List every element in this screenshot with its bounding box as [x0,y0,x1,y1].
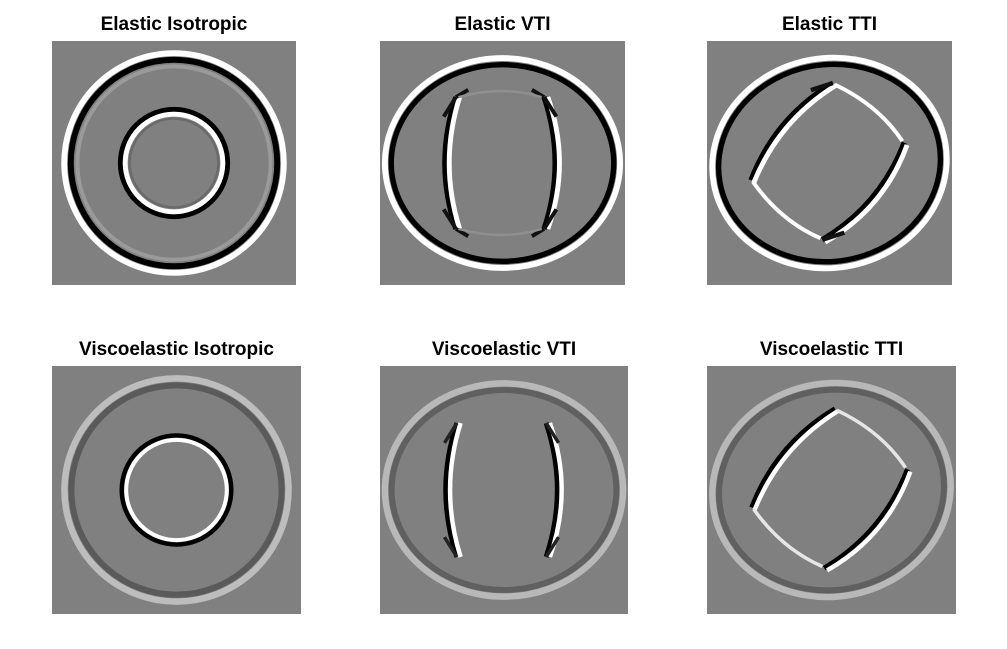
panel-title: Viscoelastic Isotropic [78,339,274,360]
wavefield-image-viscoelastic-tti [707,366,956,614]
wavefield-image-elastic-vti [380,41,625,285]
wavefield-image-elastic-tti [707,41,952,285]
wavefield-image-viscoelastic-vti [380,366,628,614]
panel-title: Viscoelastic TTI [759,339,904,360]
panel-title: Elastic Isotropic [100,14,248,35]
panel-title: Elastic TTI [781,14,878,35]
wavefield-image-viscoelastic-isotropic [52,366,301,614]
panel-title: Elastic VTI [454,14,551,35]
wavefield-image-elastic-isotropic [52,41,296,285]
panel-title: Viscoelastic VTI [431,339,577,360]
